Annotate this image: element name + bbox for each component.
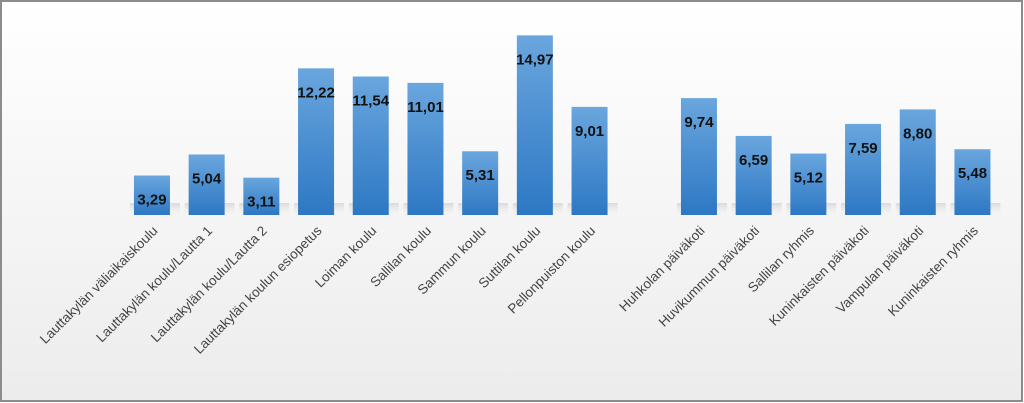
bar [243, 177, 280, 215]
bar [954, 149, 991, 215]
value-label: 7,59 [848, 140, 877, 157]
value-label: 12,22 [297, 84, 335, 101]
bar [298, 68, 335, 215]
value-label: 5,12 [794, 170, 823, 187]
value-label: 3,29 [137, 191, 166, 208]
bar [790, 153, 827, 215]
bar [352, 76, 389, 216]
bar [735, 135, 772, 215]
bar [516, 35, 553, 215]
bar [188, 154, 225, 215]
value-label: 14,97 [516, 51, 554, 68]
value-label: 5,04 [192, 170, 222, 187]
value-label: 5,31 [466, 167, 495, 184]
value-label: 8,80 [903, 125, 932, 142]
bar [845, 123, 882, 215]
bar [133, 175, 170, 215]
bar [899, 109, 936, 215]
bar [680, 98, 717, 215]
value-label: 6,59 [739, 152, 768, 169]
value-label: 9,74 [684, 114, 714, 131]
bar [462, 151, 499, 215]
bar [571, 106, 608, 215]
value-label: 11,01 [407, 99, 444, 116]
value-label: 11,54 [352, 92, 389, 109]
bar [407, 82, 444, 215]
value-label: 3,11 [247, 194, 275, 211]
value-label: 9,01 [575, 123, 604, 140]
value-label: 5,48 [958, 165, 987, 182]
